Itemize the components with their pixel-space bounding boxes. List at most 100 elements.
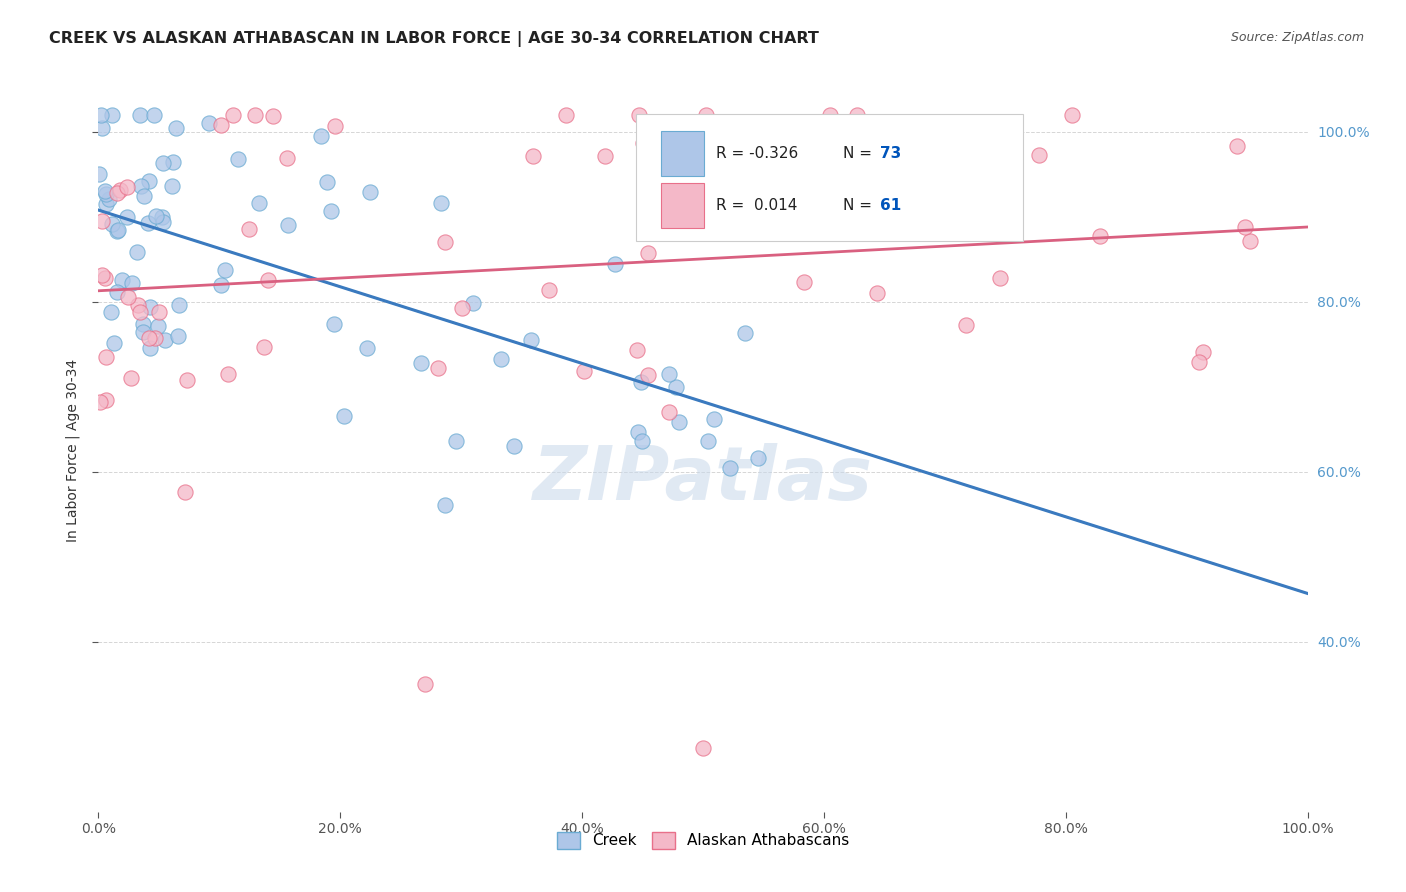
Point: [703, 412, 725, 426]
Point: [217, 368, 239, 382]
Legend: Creek, Alaskan Athabascans: Creek, Alaskan Athabascans: [551, 826, 855, 855]
Point: [247, 195, 270, 210]
Point: [222, 108, 245, 122]
Point: [276, 152, 298, 166]
FancyBboxPatch shape: [661, 131, 704, 176]
Point: [111, 273, 134, 287]
Point: [262, 109, 284, 123]
Point: [94, 271, 117, 285]
Text: R =  0.014: R = 0.014: [716, 198, 797, 213]
Point: [522, 149, 544, 163]
Point: [277, 218, 299, 232]
Text: Source: ZipAtlas.com: Source: ZipAtlas.com: [1230, 31, 1364, 45]
Text: ZIPatlas: ZIPatlas: [533, 442, 873, 516]
Point: [136, 216, 159, 230]
Point: [117, 289, 139, 303]
Point: [461, 296, 484, 310]
Point: [160, 179, 183, 194]
Point: [94, 350, 117, 364]
Point: [91, 268, 114, 282]
Point: [107, 186, 129, 201]
Point: [94, 186, 117, 201]
Point: [430, 195, 453, 210]
Point: [90, 214, 112, 228]
Point: [162, 155, 184, 169]
Point: [167, 329, 190, 343]
Point: [538, 283, 561, 297]
Point: [718, 461, 741, 475]
Point: [955, 318, 977, 332]
Point: [323, 317, 346, 331]
Point: [323, 119, 346, 133]
Point: [101, 217, 124, 231]
Point: [359, 186, 381, 200]
Point: [146, 318, 169, 333]
Point: [214, 262, 236, 277]
Point: [105, 224, 128, 238]
Point: [627, 108, 650, 122]
Point: [665, 380, 688, 394]
Point: [413, 677, 436, 691]
Point: [152, 155, 174, 169]
FancyBboxPatch shape: [661, 183, 704, 228]
Point: [129, 108, 152, 122]
Point: [89, 395, 111, 409]
Point: [132, 325, 155, 339]
Y-axis label: In Labor Force | Age 30-34: In Labor Force | Age 30-34: [65, 359, 80, 542]
Point: [143, 331, 166, 345]
Point: [253, 341, 276, 355]
Point: [409, 356, 432, 370]
Point: [197, 115, 219, 129]
Point: [107, 223, 129, 237]
Point: [630, 375, 652, 389]
Point: [100, 305, 122, 319]
Point: [637, 368, 659, 382]
Point: [672, 221, 695, 235]
Point: [886, 186, 908, 201]
Point: [489, 351, 512, 366]
Point: [627, 425, 650, 439]
Point: [167, 298, 190, 312]
Point: [121, 276, 143, 290]
Point: [138, 174, 160, 188]
Point: [668, 415, 690, 429]
Point: [332, 409, 354, 423]
Point: [1234, 219, 1257, 234]
Point: [502, 439, 524, 453]
Point: [831, 124, 853, 138]
Point: [139, 341, 162, 355]
Point: [245, 108, 267, 122]
Point: [603, 257, 626, 271]
Point: [148, 304, 170, 318]
Point: [165, 121, 187, 136]
Point: [129, 304, 152, 318]
Text: CREEK VS ALASKAN ATHABASCAN IN LABOR FORCE | AGE 30-34 CORRELATION CHART: CREEK VS ALASKAN ATHABASCAN IN LABOR FOR…: [49, 31, 820, 47]
Point: [139, 300, 162, 314]
Point: [173, 485, 195, 500]
Point: [658, 405, 681, 419]
Point: [426, 360, 449, 375]
Point: [1028, 148, 1050, 162]
Point: [115, 179, 138, 194]
Text: N =: N =: [844, 198, 877, 213]
Point: [988, 271, 1011, 285]
Point: [793, 275, 815, 289]
Point: [555, 108, 578, 122]
Point: [89, 167, 111, 181]
Point: [866, 285, 889, 300]
Point: [209, 119, 232, 133]
Point: [96, 392, 118, 407]
Text: 73: 73: [880, 146, 901, 161]
Point: [572, 364, 595, 378]
Point: [226, 153, 249, 167]
Point: [444, 434, 467, 448]
Text: N =: N =: [844, 146, 877, 161]
FancyBboxPatch shape: [637, 114, 1024, 241]
Point: [209, 277, 232, 292]
Point: [697, 434, 720, 448]
Point: [692, 741, 714, 756]
Point: [747, 450, 769, 465]
Text: R = -0.326: R = -0.326: [716, 146, 799, 161]
Point: [356, 341, 378, 355]
Point: [155, 333, 177, 347]
